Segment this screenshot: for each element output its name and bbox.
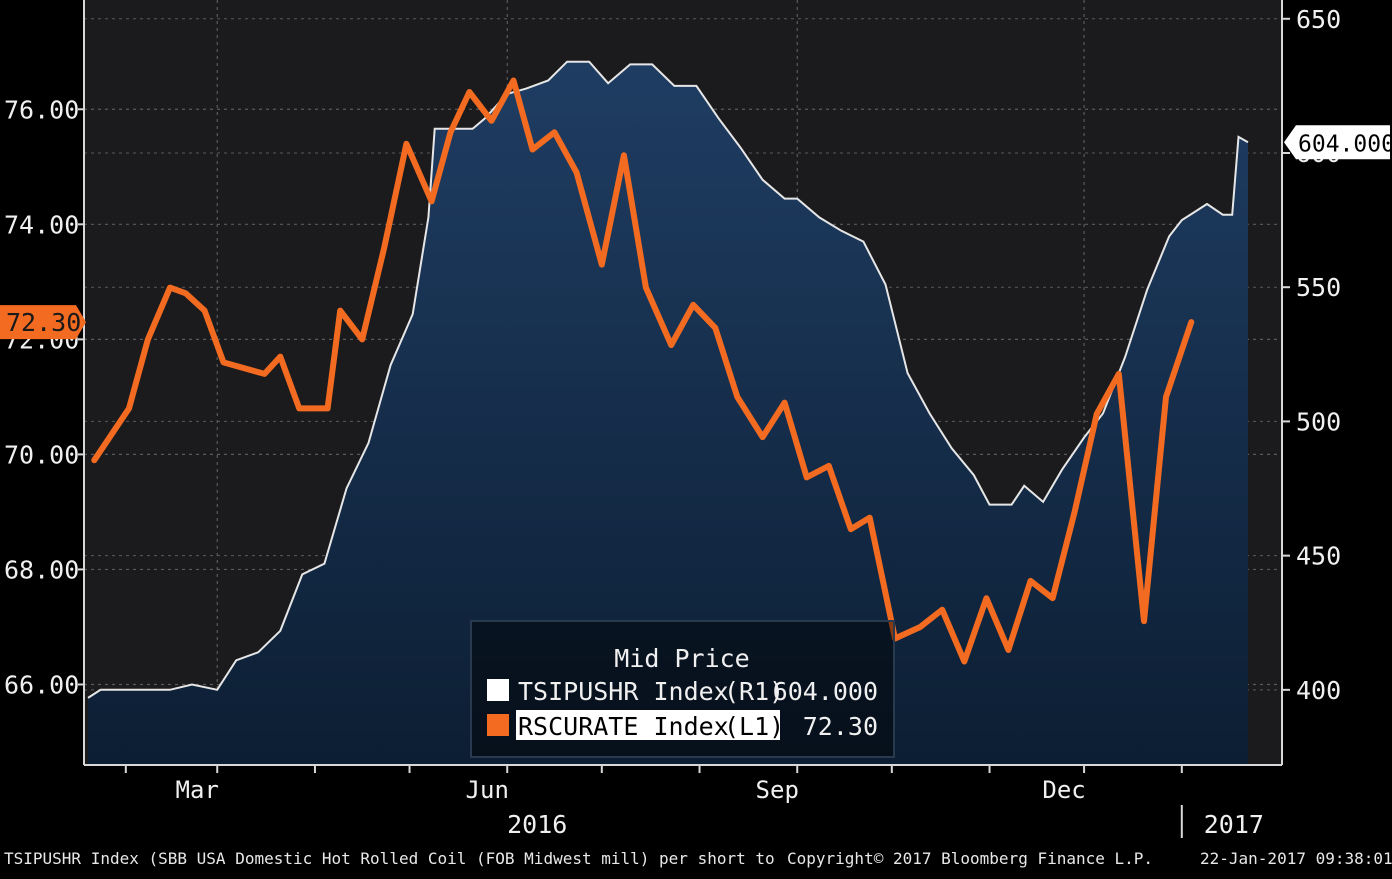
legend-title: Mid Price — [614, 644, 749, 673]
legend: Mid Price TSIPUSHR Index(R1)604.000 RSCURA… — [470, 620, 895, 758]
legend-highlight — [516, 710, 780, 740]
x-tick-label: Dec — [1042, 776, 1085, 804]
x-year-label: 2016 — [507, 810, 567, 839]
last-value-label-right: 604.000 — [1298, 131, 1392, 157]
legend-swatch — [487, 714, 509, 736]
y-tick-label-right: 450 — [1296, 542, 1341, 571]
legend-entry-name: RSCURATE Index — [518, 712, 729, 741]
legend-entry-value: 72.30 — [803, 712, 878, 741]
footer-ticker-description: TSIPUSHR Index (SBB USA Domestic Hot Rol… — [4, 849, 775, 868]
legend-swatch — [487, 679, 509, 701]
y-tick-label-right: 400 — [1296, 676, 1341, 705]
x-tick-label: Mar — [176, 776, 219, 804]
y-tick-label-left: 76.00 — [4, 95, 79, 124]
y-tick-label-left: 74.00 — [4, 210, 79, 239]
axes — [83, 0, 1283, 766]
legend-entry-value: 604.000 — [773, 677, 878, 706]
legend-entry-name: TSIPUSHR Index — [518, 677, 729, 706]
y-tick-label-right: 500 — [1296, 407, 1341, 436]
legend-entry-axis: (L1) — [724, 712, 784, 741]
footer-timestamp: 22-Jan-2017 09:38:01 — [1200, 849, 1392, 868]
y-tick-label-right: 550 — [1296, 273, 1341, 302]
y-tick-label-left: 66.00 — [4, 670, 79, 699]
rscurate-line — [91, 77, 1195, 665]
x-tick-label: Sep — [756, 776, 799, 804]
y-tick-label-right: 650 — [1296, 5, 1341, 34]
tick-labels: 66.0068.0070.0072.0074.0076.004004505005… — [4, 5, 1341, 839]
footer-copyright: Copyright© 2017 Bloomberg Finance L.P. — [787, 849, 1154, 868]
last-value-tags: 72.30 604.000 — [0, 125, 1392, 340]
x-year-label: 2017 — [1204, 810, 1264, 839]
y-tick-label-left: 68.00 — [4, 555, 79, 584]
y-tick-label-left: 70.00 — [4, 440, 79, 469]
x-tick-label: Jun — [466, 776, 509, 804]
last-value-tag-right — [1284, 125, 1390, 160]
last-value-label-left: 72.30 — [6, 308, 81, 337]
legend-entry-axis: (R1) — [724, 677, 784, 706]
tsipushr-area — [88, 61, 1248, 765]
last-value-tag-left — [0, 305, 86, 340]
